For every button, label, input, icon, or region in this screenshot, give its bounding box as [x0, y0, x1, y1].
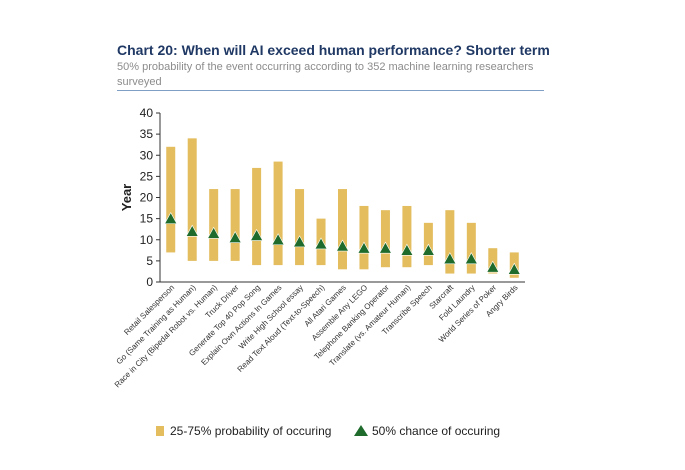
range-bar	[273, 161, 283, 266]
median-marker	[185, 224, 199, 237]
y-tick-label: 25	[140, 169, 154, 183]
y-tick-label: 0	[146, 275, 153, 289]
legend-bar-label: 25-75% probability of occuring	[170, 424, 331, 438]
title-rule	[117, 90, 544, 91]
median-marker	[314, 237, 328, 250]
range-bar	[166, 146, 176, 253]
median-marker	[164, 211, 178, 224]
median-marker	[271, 233, 285, 246]
legend-marker-label: 50% chance of occuring	[372, 424, 500, 438]
range-bar	[295, 189, 305, 266]
y-tick-label: 35	[140, 127, 154, 141]
median-marker	[357, 241, 371, 254]
legend-marker-swatch	[354, 425, 368, 436]
median-marker	[464, 252, 478, 265]
median-marker	[507, 262, 521, 275]
median-marker	[335, 239, 350, 252]
range-bar	[445, 210, 455, 274]
median-marker	[378, 241, 392, 254]
median-marker	[421, 243, 435, 256]
range-bar	[402, 205, 412, 268]
range-bar	[230, 189, 240, 261]
y-axis-label: Year	[119, 184, 134, 211]
range-bar	[187, 138, 197, 261]
median-marker	[228, 231, 242, 243]
y-tick-label: 20	[140, 191, 154, 205]
median-marker	[443, 252, 457, 265]
range-bar	[380, 210, 390, 268]
median-marker	[250, 228, 264, 241]
range-bar	[359, 205, 369, 270]
y-tick-label: 15	[140, 212, 154, 226]
chart-subtitle: 50% probability of the event occurring a…	[117, 61, 534, 88]
range-bar	[466, 222, 476, 274]
median-marker	[207, 226, 221, 239]
median-marker	[400, 243, 414, 256]
chart-title: Chart 20: When will AI exceed human perf…	[117, 42, 550, 58]
median-marker	[486, 260, 500, 273]
y-tick-label: 30	[140, 148, 154, 162]
range-bar	[209, 189, 219, 261]
range-bar	[252, 167, 262, 266]
y-tick-label: 40	[140, 106, 154, 120]
legend-bar-swatch	[156, 426, 164, 436]
y-tick-label: 5	[146, 254, 153, 268]
y-tick-label: 10	[140, 233, 154, 247]
median-marker	[293, 235, 307, 248]
range-bar	[338, 189, 347, 270]
